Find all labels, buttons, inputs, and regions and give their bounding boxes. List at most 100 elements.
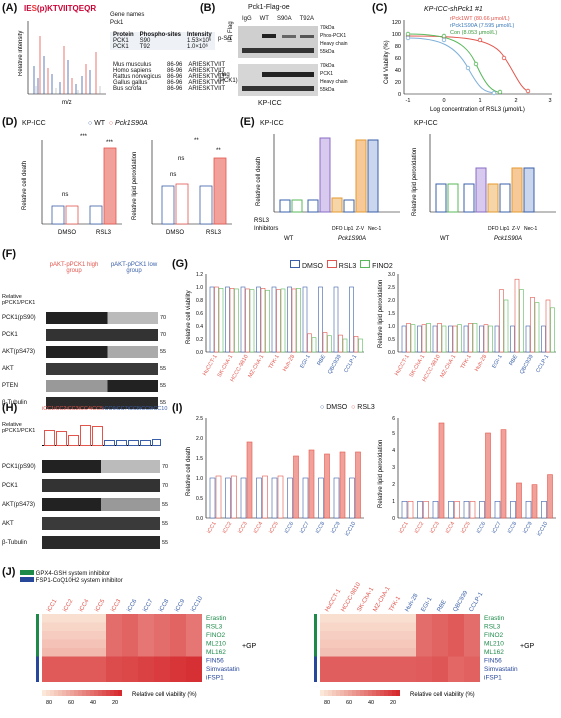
i-xlabel: iCC9 xyxy=(522,521,533,535)
j-cell xyxy=(384,656,400,665)
j-cell xyxy=(42,631,58,640)
svg-text:DFO: DFO xyxy=(332,226,343,232)
j-cell xyxy=(464,639,480,648)
j-col-label: Huh-28 xyxy=(405,592,420,613)
g-bar xyxy=(417,325,422,353)
j-cell xyxy=(320,614,336,623)
j-cell xyxy=(58,631,74,640)
i-bar xyxy=(516,482,522,519)
j-cell xyxy=(384,665,400,674)
svg-text:1.0: 1.0 xyxy=(388,324,395,330)
f-mw: 70 70 55 55 55 55 xyxy=(160,315,167,406)
svg-text:0.6: 0.6 xyxy=(196,311,203,317)
j-cell xyxy=(170,673,186,682)
j-cell xyxy=(170,631,186,640)
g-bar xyxy=(441,325,447,353)
g-xlabel: HuCCT-1 xyxy=(394,354,411,377)
g-xlabel: TFK-1 xyxy=(268,354,281,370)
j-cell xyxy=(122,665,138,674)
g-bar xyxy=(406,323,411,353)
j-cell xyxy=(90,665,106,674)
svg-text:Relative cell death: Relative cell death xyxy=(186,447,192,496)
i-xlabel: iCC1 xyxy=(398,521,409,535)
j-cell xyxy=(352,656,368,665)
j-cell xyxy=(138,614,154,623)
j-cell xyxy=(368,622,384,631)
j-cell xyxy=(90,622,106,631)
j-cell xyxy=(400,631,416,640)
j-cell xyxy=(170,622,186,631)
j-row-label: iFSP1 xyxy=(206,675,224,682)
g-bar xyxy=(488,325,493,353)
j-col-label: CCLP-1 xyxy=(469,591,485,613)
svg-text:0.0: 0.0 xyxy=(196,516,203,522)
j-cell xyxy=(186,673,202,682)
i-xlabel: iCC3 xyxy=(237,521,248,535)
svg-text:DMSO: DMSO xyxy=(166,230,184,236)
panel-g: DMSO RSL3 FINO2 Relative cell viability … xyxy=(180,258,560,398)
j-cell xyxy=(186,656,202,665)
j-cell xyxy=(368,656,384,665)
svg-text:0.2: 0.2 xyxy=(196,337,203,343)
j-cell xyxy=(170,639,186,648)
g-xlabel: HuCCT-1 xyxy=(202,354,219,377)
j-cell xyxy=(154,648,170,657)
svg-text:RSL3: RSL3 xyxy=(206,230,222,236)
svg-text:20: 20 xyxy=(112,700,118,706)
j-cell xyxy=(106,614,122,623)
j-cell xyxy=(320,622,336,631)
j-cell xyxy=(74,614,90,623)
j-cell xyxy=(154,639,170,648)
j-cell xyxy=(320,631,336,640)
i-bar xyxy=(209,477,216,519)
d-charts: DMSO RSL3 Relative cell death ns *** *** … xyxy=(22,134,232,236)
j-cell xyxy=(320,648,336,657)
i-xlabel: iCC10 xyxy=(344,521,357,537)
i-xlabel: iCC4 xyxy=(253,521,264,535)
svg-text:40: 40 xyxy=(368,700,374,706)
j-scale-label: Relative cell viability (%) xyxy=(410,692,475,698)
j-cell xyxy=(464,631,480,640)
j-cell xyxy=(74,673,90,682)
b-mw: 70kDa Phos-PCK1 Heavy chain 55kDa xyxy=(320,25,348,55)
j-cell xyxy=(90,656,106,665)
j-cell xyxy=(448,631,464,640)
svg-text:40: 40 xyxy=(90,700,96,706)
svg-text:-1: -1 xyxy=(406,98,411,104)
svg-text:100: 100 xyxy=(392,32,401,38)
j-legend: GPX4-GSH system inhibitor FSP1-CoQ10H2 s… xyxy=(20,570,123,584)
i-bar xyxy=(225,477,231,519)
svg-text:3: 3 xyxy=(392,465,395,471)
g-bar xyxy=(534,302,540,353)
i-bar xyxy=(479,501,485,519)
c-ylabel: Cell Viability (%) xyxy=(384,40,390,84)
j-cell xyxy=(58,614,74,623)
j-cell xyxy=(74,665,90,674)
svg-text:Lip1: Lip1 xyxy=(344,226,354,232)
svg-text:ns: ns xyxy=(170,172,176,178)
j-cell xyxy=(416,648,432,657)
svg-text:1: 1 xyxy=(392,499,395,505)
j-cell xyxy=(74,631,90,640)
j-cell xyxy=(154,673,170,682)
svg-text:3.0: 3.0 xyxy=(388,272,395,278)
i-bar xyxy=(240,477,247,519)
j-cell xyxy=(416,639,432,648)
g-xlabel: RBE xyxy=(508,354,519,367)
e-cell-1: KP-ICC xyxy=(260,120,284,127)
j-cell xyxy=(186,665,202,674)
j-cell xyxy=(74,656,90,665)
panel-d: KP-ICC ○ WT ○ Pck1S90A DMSO RSL3 Relative… xyxy=(18,118,240,248)
j-cell xyxy=(122,639,138,648)
g-bar xyxy=(457,324,462,353)
j-col-label: TFK-1 xyxy=(389,595,403,613)
h-mw: 70 70 55 55 55 xyxy=(162,464,169,546)
j-cell xyxy=(384,631,400,640)
b-row-flag: Flag (PCK1) xyxy=(218,72,238,84)
panel-c-label: (C) xyxy=(372,2,388,14)
j-row-label: Simvastatin xyxy=(484,666,518,673)
g-bar xyxy=(318,286,323,353)
j-cell xyxy=(464,665,480,674)
j-cell xyxy=(352,622,368,631)
svg-text:***: *** xyxy=(106,140,114,146)
